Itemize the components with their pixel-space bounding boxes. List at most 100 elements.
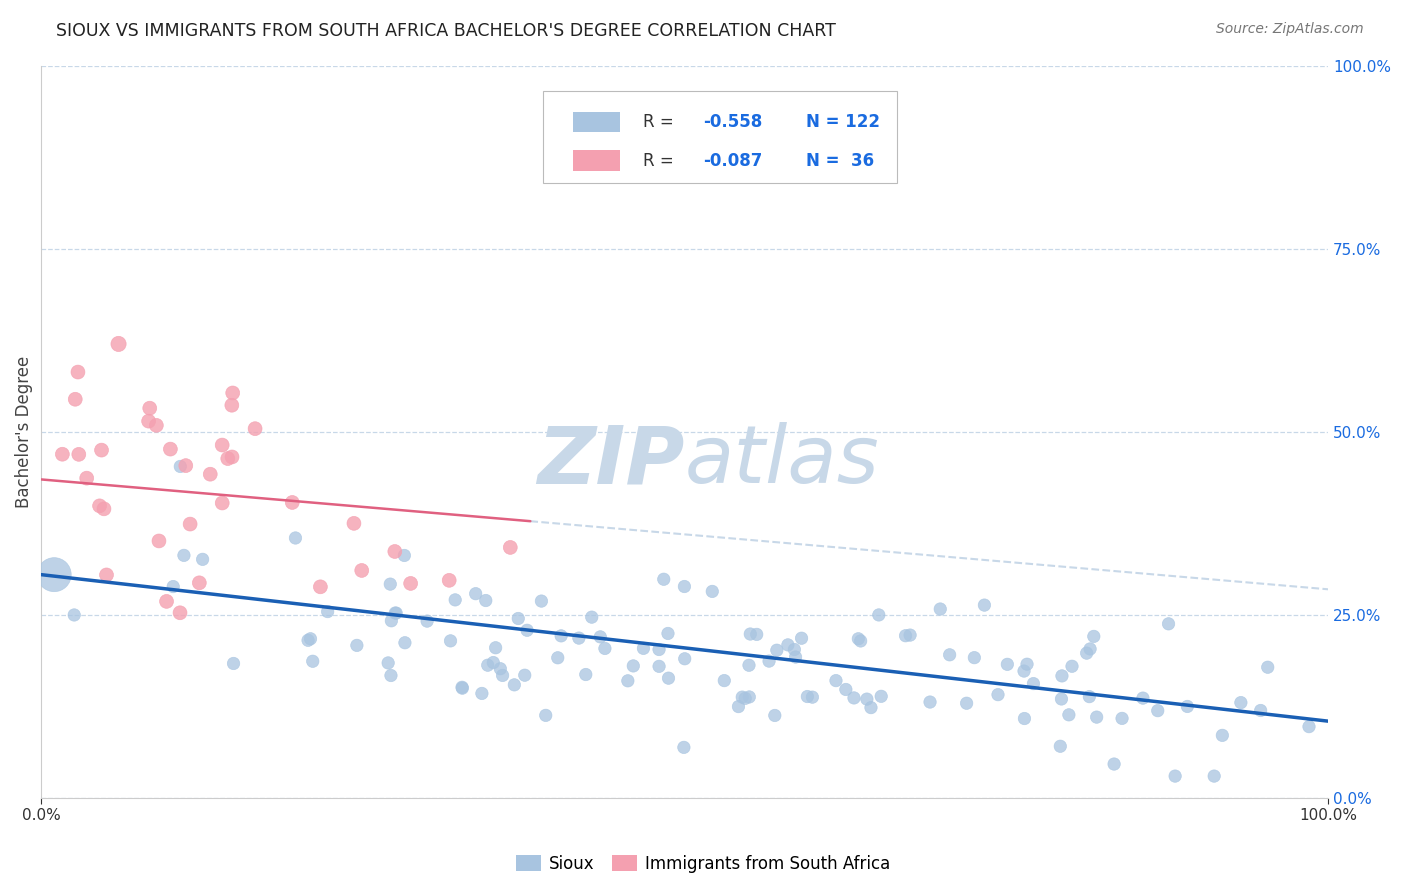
Point	[846, 632, 869, 646]
Point	[63, 607, 86, 622]
Point	[617, 673, 640, 688]
Point	[1211, 728, 1233, 742]
Point	[169, 606, 191, 620]
Point	[859, 700, 882, 714]
Point	[894, 629, 917, 643]
Point	[384, 544, 406, 558]
Point	[1298, 720, 1320, 734]
Point	[416, 614, 439, 628]
Point	[89, 499, 111, 513]
Point	[489, 662, 512, 676]
Point	[776, 638, 799, 652]
Point	[301, 654, 323, 668]
Point	[648, 659, 671, 673]
Point	[1204, 769, 1226, 783]
Point	[139, 401, 162, 416]
Point	[437, 574, 460, 588]
Point	[65, 392, 87, 407]
Point	[44, 567, 66, 582]
Point	[169, 459, 191, 474]
Point	[758, 654, 780, 668]
Point	[918, 695, 941, 709]
Point	[550, 629, 572, 643]
Point	[485, 640, 508, 655]
Point	[243, 422, 266, 436]
Point	[107, 337, 129, 351]
Point	[1250, 704, 1272, 718]
Point	[1177, 699, 1199, 714]
Point	[1078, 642, 1101, 657]
Point	[702, 584, 724, 599]
Point	[835, 682, 858, 697]
Point	[575, 667, 598, 681]
Point	[299, 632, 322, 646]
Point	[499, 541, 522, 555]
Point	[713, 673, 735, 688]
Text: atlas: atlas	[685, 422, 880, 500]
Point	[1132, 691, 1154, 706]
Point	[1230, 696, 1253, 710]
Point	[1022, 676, 1045, 690]
Text: -0.087: -0.087	[703, 152, 762, 169]
Point	[938, 648, 960, 662]
Point	[399, 576, 422, 591]
Point	[444, 593, 467, 607]
Point	[1076, 646, 1098, 660]
Point	[593, 641, 616, 656]
Point	[1164, 769, 1187, 783]
Point	[93, 501, 115, 516]
Point	[148, 533, 170, 548]
Point	[672, 740, 695, 755]
Point	[221, 450, 243, 464]
Point	[727, 699, 749, 714]
Point	[973, 598, 995, 612]
Point	[316, 605, 339, 619]
Point	[138, 414, 160, 428]
Point	[281, 495, 304, 509]
Point	[731, 690, 754, 705]
Point	[394, 636, 416, 650]
Point	[995, 657, 1018, 672]
Point	[633, 641, 655, 656]
Point	[217, 451, 239, 466]
Text: -0.558: -0.558	[703, 113, 762, 131]
Point	[856, 692, 879, 706]
Point	[547, 650, 569, 665]
Text: SIOUX VS IMMIGRANTS FROM SOUTH AFRICA BACHELOR'S DEGREE CORRELATION CHART: SIOUX VS IMMIGRANTS FROM SOUTH AFRICA BA…	[56, 22, 837, 40]
Legend: Sioux, Immigrants from South Africa: Sioux, Immigrants from South Africa	[509, 848, 897, 880]
Point	[191, 552, 214, 566]
Point	[1049, 739, 1071, 754]
Point	[785, 650, 807, 665]
Point	[159, 442, 181, 456]
Point	[652, 572, 675, 586]
Point	[1012, 664, 1035, 678]
Point	[1015, 657, 1038, 672]
Text: Source: ZipAtlas.com: Source: ZipAtlas.com	[1216, 22, 1364, 37]
Point	[673, 652, 696, 666]
Point	[849, 634, 872, 648]
Point	[790, 631, 813, 645]
Point	[842, 690, 865, 705]
Point	[346, 639, 368, 653]
Point	[380, 614, 402, 628]
Point	[66, 365, 89, 379]
Point	[173, 549, 195, 563]
Point	[284, 531, 307, 545]
Point	[297, 633, 319, 648]
Point	[188, 575, 211, 590]
Point	[503, 678, 526, 692]
Point	[471, 686, 494, 700]
Y-axis label: Bachelor's Degree: Bachelor's Degree	[15, 356, 32, 508]
Point	[1146, 704, 1168, 718]
Point	[796, 690, 818, 704]
Point	[581, 610, 603, 624]
Point	[734, 691, 756, 706]
Point	[1083, 629, 1105, 643]
Point	[513, 668, 536, 682]
Point	[174, 458, 197, 473]
Point	[350, 564, 373, 578]
Point	[621, 659, 644, 673]
Point	[648, 642, 671, 657]
Point	[516, 624, 538, 638]
Point	[451, 681, 474, 695]
